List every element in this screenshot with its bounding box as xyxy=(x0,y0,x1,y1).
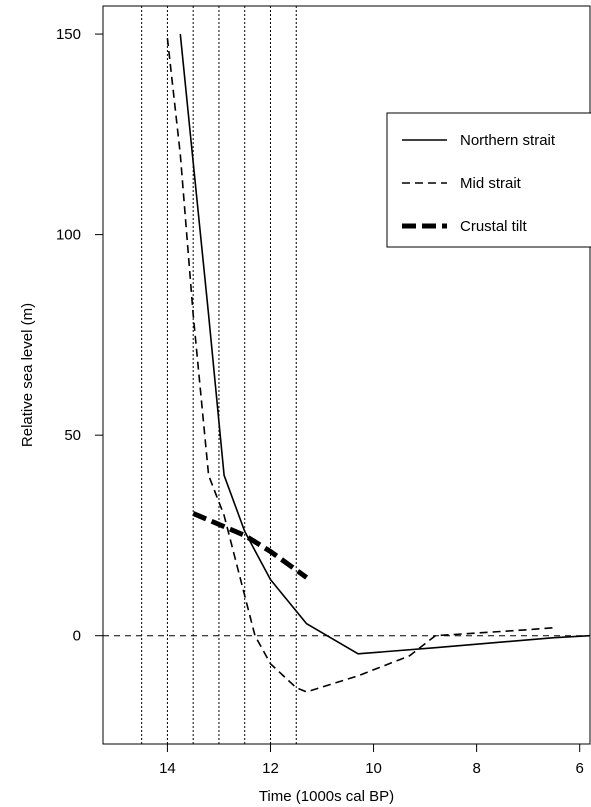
y-tick-label: 150 xyxy=(56,26,81,43)
y-tick-label: 100 xyxy=(56,227,81,244)
legend-label-northern-strait: Northern strait xyxy=(460,132,556,149)
x-tick-label: 8 xyxy=(472,760,480,777)
legend-label-mid-strait: Mid strait xyxy=(460,175,522,192)
x-tick-label: 6 xyxy=(576,760,584,777)
x-tick-label: 12 xyxy=(262,760,279,777)
legend-label-crustal-tilt: Crustal tilt xyxy=(460,218,528,235)
legend-box xyxy=(386,112,591,248)
x-tick-label: 14 xyxy=(159,760,176,777)
x-axis: 14 12 10 8 6 xyxy=(159,744,584,777)
series-line-mid-strait xyxy=(166,38,554,693)
series-lines xyxy=(166,34,591,693)
y-axis-label: Relative sea level (m) xyxy=(19,303,36,447)
x-axis-label: Time (1000s cal BP) xyxy=(259,788,394,805)
y-tick-label: 0 xyxy=(73,628,81,645)
y-tick-label: 50 xyxy=(64,427,81,444)
plot-frame xyxy=(102,5,591,745)
y-axis: 0 50 100 150 xyxy=(56,26,103,645)
series-line-crustal-tilt xyxy=(192,511,309,580)
series-line-northern-strait xyxy=(179,34,591,655)
legend: Northern strait Mid strait Crustal tilt xyxy=(386,112,591,248)
x-tick-label: 10 xyxy=(365,760,382,777)
reference-vertical-lines xyxy=(141,6,297,744)
